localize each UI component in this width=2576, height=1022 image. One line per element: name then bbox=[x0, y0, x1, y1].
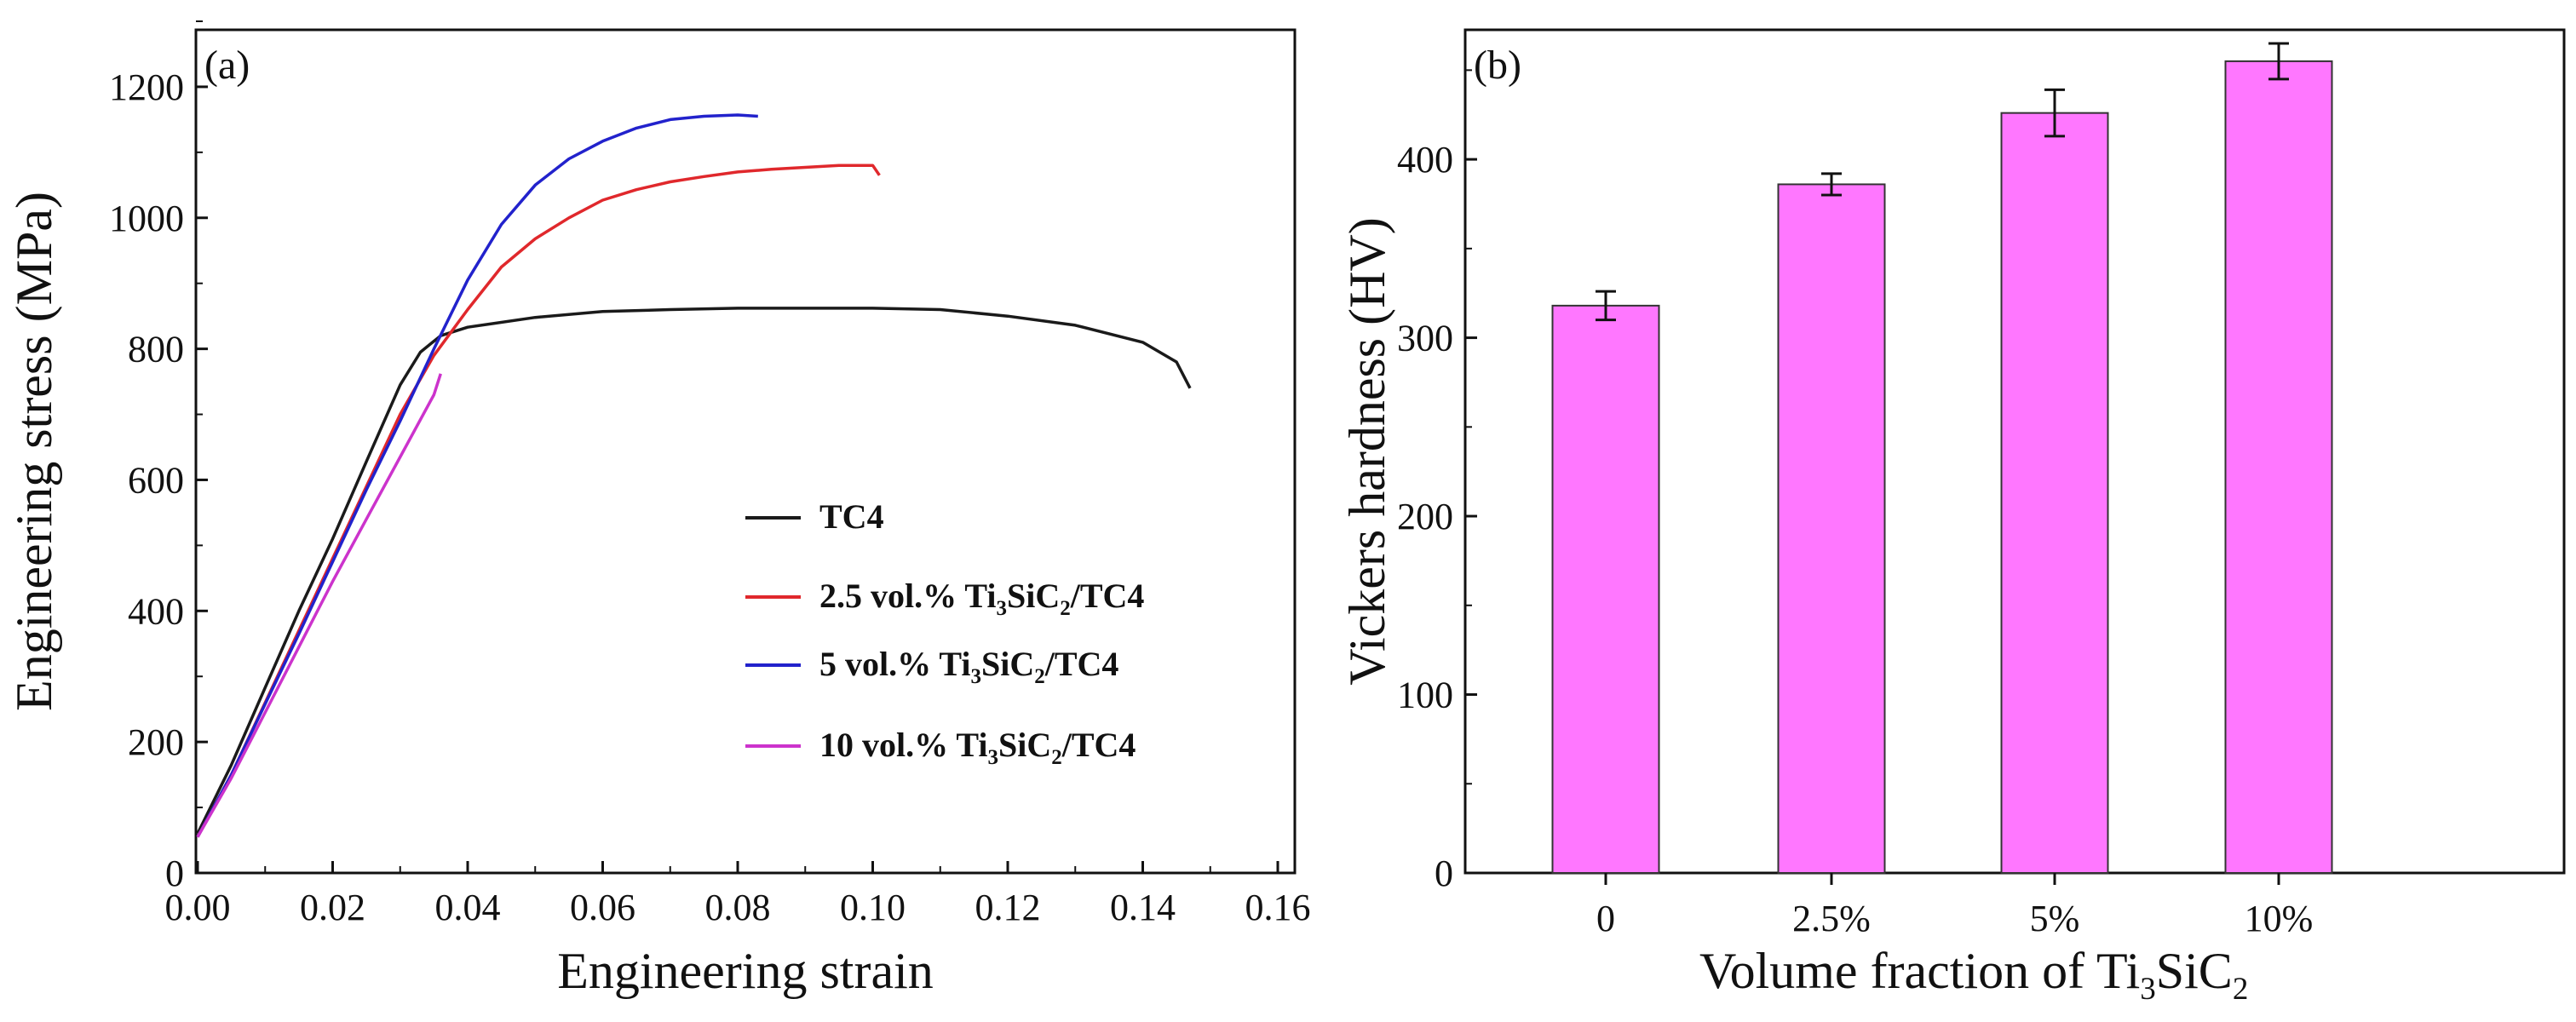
bars-b bbox=[1551, 42, 2333, 875]
x-tick-label: 0.08 bbox=[705, 887, 771, 928]
bar-2 bbox=[2000, 112, 2109, 875]
series-lines-a bbox=[196, 113, 1192, 838]
x-tick-label: 5% bbox=[2030, 898, 2080, 939]
x-tick-label: 2.5% bbox=[1792, 898, 1871, 939]
panel-label-a: (a) bbox=[204, 43, 250, 88]
legend-label-1: 2.5 vol.% Ti3SiC2/TC4 bbox=[819, 577, 1144, 620]
series-line-1 bbox=[196, 164, 881, 838]
series-line-2 bbox=[196, 113, 758, 838]
y-tick-label: 600 bbox=[128, 459, 184, 501]
y-tick-label: 1000 bbox=[109, 198, 184, 239]
y-tick-label: 400 bbox=[1397, 139, 1453, 181]
y-ticks-a: 0 200 400 600 800 1000 1200 bbox=[109, 20, 208, 894]
y-tick-label: 200 bbox=[128, 721, 184, 763]
x-tick-label: 0.12 bbox=[975, 887, 1041, 928]
y-tick-label: 400 bbox=[128, 590, 184, 632]
y-tick-label: 1200 bbox=[109, 66, 184, 108]
y-axis-label-b: Vickers hardness (HV) bbox=[1339, 217, 1395, 686]
x-tick-label: 10% bbox=[2245, 898, 2314, 939]
bar-1 bbox=[1777, 183, 1886, 874]
series-line-0 bbox=[196, 307, 1192, 835]
series-line-3 bbox=[196, 373, 442, 838]
y-tick-label: 0 bbox=[1435, 853, 1453, 894]
legend-label-3: 10 vol.% Ti3SiC2/TC4 bbox=[819, 726, 1136, 769]
y-ticks-b: 0 100 200 300 400 bbox=[1397, 69, 1477, 894]
y-tick-label: 300 bbox=[1397, 318, 1453, 359]
plot-frame-a bbox=[194, 28, 1297, 875]
x-ticks-b: 0 2.5% 5% 10% bbox=[1596, 873, 2313, 939]
x-tick-label: 0.16 bbox=[1245, 887, 1311, 928]
bar-3 bbox=[2224, 60, 2333, 875]
y-tick-label: 100 bbox=[1397, 675, 1453, 716]
x-axis-label-b: Volume fraction of Ti3SiC2 bbox=[1699, 943, 2248, 1007]
x-tick-label: 0.02 bbox=[300, 887, 365, 928]
x-tick-label: 0.10 bbox=[840, 887, 906, 928]
legend-a: TC4 2.5 vol.% Ti3SiC2/TC4 5 vol.% Ti3SiC2/… bbox=[745, 497, 1144, 769]
legend-label-2: 5 vol.% Ti3SiC2/TC4 bbox=[819, 645, 1118, 688]
x-tick-label: 0.04 bbox=[435, 887, 501, 928]
legend-label-0: TC4 bbox=[819, 497, 884, 536]
y-tick-label: 800 bbox=[128, 329, 184, 370]
x-tick-label: 0 bbox=[1596, 898, 1615, 939]
y-axis-label-a: Engineering stress (MPa) bbox=[6, 192, 62, 711]
x-tick-label: 0.14 bbox=[1110, 887, 1176, 928]
y-tick-label: 0 bbox=[165, 853, 184, 894]
x-axis-label-a: Engineering strain bbox=[557, 943, 934, 999]
x-tick-label: 0.00 bbox=[165, 887, 231, 928]
y-tick-label: 200 bbox=[1397, 496, 1453, 537]
x-tick-label: 0.06 bbox=[570, 887, 635, 928]
panel-label-b: (b) bbox=[1474, 43, 1521, 88]
chart-b: (b) 0 100 200 300 400 0 2.5% 5% 10% Vickers har… bbox=[1339, 28, 2566, 1007]
bar-0 bbox=[1551, 304, 1660, 875]
x-ticks-a: 0.00 0.02 0.04 0.06 0.08 0.10 0.12 0.14 0.16 bbox=[165, 861, 1311, 928]
